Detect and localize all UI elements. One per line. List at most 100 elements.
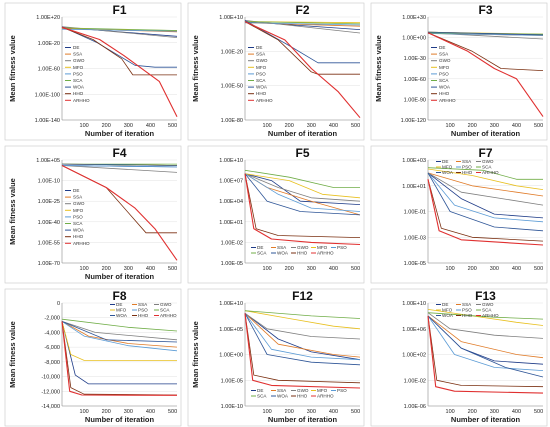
legend-label: GWO — [482, 302, 494, 307]
legend-label: ARHHO — [73, 241, 90, 246]
legend-label: MFO — [317, 388, 328, 393]
y-tick-label: 1.00E+01 — [219, 220, 243, 226]
series-line-pso — [427, 315, 544, 371]
legend-label: MFO — [116, 308, 127, 313]
legend-label: DE — [257, 245, 263, 250]
chart-title: F7 — [478, 146, 492, 160]
panel-border — [370, 288, 548, 427]
legend-label: HHO — [73, 234, 84, 239]
series-line-de — [61, 321, 177, 385]
x-tick-label: 400 — [146, 266, 155, 272]
series-line-mfo — [244, 310, 361, 330]
legend-label: ARHHO — [482, 170, 499, 175]
legend-label: SSA — [256, 52, 266, 57]
legend-label: PSO — [337, 245, 347, 250]
x-tick-label: 400 — [512, 123, 521, 129]
legend-label: ARHHO — [439, 98, 456, 103]
legend-label: SCA — [73, 221, 83, 226]
series-line-gwo — [244, 312, 361, 340]
series-line-arhho — [61, 165, 178, 261]
series-line-sca — [244, 21, 361, 25]
chart-title: F1 — [112, 3, 126, 17]
x-tick-label: 100 — [263, 123, 272, 129]
y-tick-label: 1.00E-05 — [221, 261, 243, 267]
series-line-mfo — [427, 168, 544, 190]
legend-label: SSA — [277, 388, 287, 393]
y-tick-label: 1.00E-02 — [404, 378, 426, 384]
series-line-de — [427, 172, 544, 219]
x-axis-label: Number of iteration — [268, 129, 338, 138]
y-tick-label: 1.00E+05 — [36, 158, 60, 164]
series-line-pso — [427, 172, 544, 223]
y-tick-label: 1.00E+00 — [402, 36, 426, 42]
y-tick-label: 1.00E+10 — [219, 301, 243, 307]
x-tick-label: 400 — [512, 266, 521, 272]
x-tick-label: 200 — [102, 266, 111, 272]
series-line-de — [244, 312, 361, 361]
legend-label: SSA — [138, 302, 148, 307]
legend-label: HHO — [462, 313, 473, 318]
legend-label: WOA — [256, 85, 268, 90]
legend-label: WOA — [73, 228, 85, 233]
y-tick-label: 1.00E-03 — [404, 235, 426, 241]
panel-border — [4, 2, 182, 141]
y-tick-label: 1.00E+10 — [219, 158, 243, 164]
series-line-hho — [244, 173, 361, 238]
chart-panel-f4: F4 1.00E+05 1.00E-10 1.00E-25 1.00E-40 1.00E-… — [4, 145, 182, 284]
legend-label: GWO — [297, 245, 309, 250]
y-tick-label: 1.00E-50 — [221, 84, 243, 90]
y-tick-label: 1.00E+02 — [402, 353, 426, 359]
series-line-woa — [427, 31, 544, 36]
chart-title: F2 — [295, 3, 309, 17]
x-tick-label: 300 — [307, 266, 316, 272]
legend-label: PSO — [73, 214, 83, 219]
legend-label: GWO — [297, 388, 309, 393]
y-tick-label: 1.00E-01 — [404, 210, 426, 216]
series-line-gwo — [427, 312, 544, 339]
y-tick-label: -8,000 — [44, 360, 60, 366]
legend-label: SCA — [257, 251, 267, 256]
legend-label: GWO — [256, 58, 268, 63]
series-line-woa — [61, 26, 177, 68]
panel-border — [187, 288, 365, 427]
x-tick-label: 100 — [80, 409, 89, 415]
x-tick-label: 300 — [124, 266, 133, 272]
series-line-sca — [244, 310, 361, 319]
chart-title: F13 — [475, 289, 496, 303]
legend-label: HHO — [256, 91, 267, 96]
y-tick-label: 1.00E-05 — [221, 378, 243, 384]
legend-label: GWO — [482, 159, 494, 164]
legend-label: ARHHO — [256, 98, 273, 103]
x-tick-label: 500 — [534, 123, 543, 129]
x-tick-label: 100 — [80, 123, 89, 129]
y-tick-label: 1.00E+10 — [219, 15, 243, 21]
x-tick-label: 300 — [490, 266, 499, 272]
series-line-pso — [244, 313, 361, 361]
series-line-gwo — [244, 173, 361, 202]
x-tick-label: 200 — [102, 409, 111, 415]
y-tick-label: -6,000 — [44, 345, 60, 351]
legend-label: HHO — [297, 394, 308, 399]
y-tick-label: 1.00E+00 — [219, 353, 243, 359]
y-tick-label: 1.00E-05 — [404, 261, 426, 267]
legend-label: SSA — [277, 245, 287, 250]
y-tick-label: 1.00E-120 — [401, 118, 426, 124]
legend-label: WOA — [73, 85, 85, 90]
series-line-woa — [244, 313, 361, 366]
legend-label: ARHHO — [482, 313, 499, 318]
x-tick-label: 200 — [468, 123, 477, 129]
series-line-gwo — [244, 20, 361, 34]
x-tick-label: 100 — [263, 409, 272, 415]
y-tick-label: 1.00E-90 — [404, 97, 426, 103]
y-axis-label: Mean fitness value — [374, 35, 383, 102]
x-tick-label: 200 — [285, 409, 294, 415]
x-tick-label: 100 — [80, 266, 89, 272]
legend-label: HHO — [439, 91, 450, 96]
x-tick-label: 400 — [329, 123, 338, 129]
x-axis-label: Number of iteration — [85, 129, 155, 138]
